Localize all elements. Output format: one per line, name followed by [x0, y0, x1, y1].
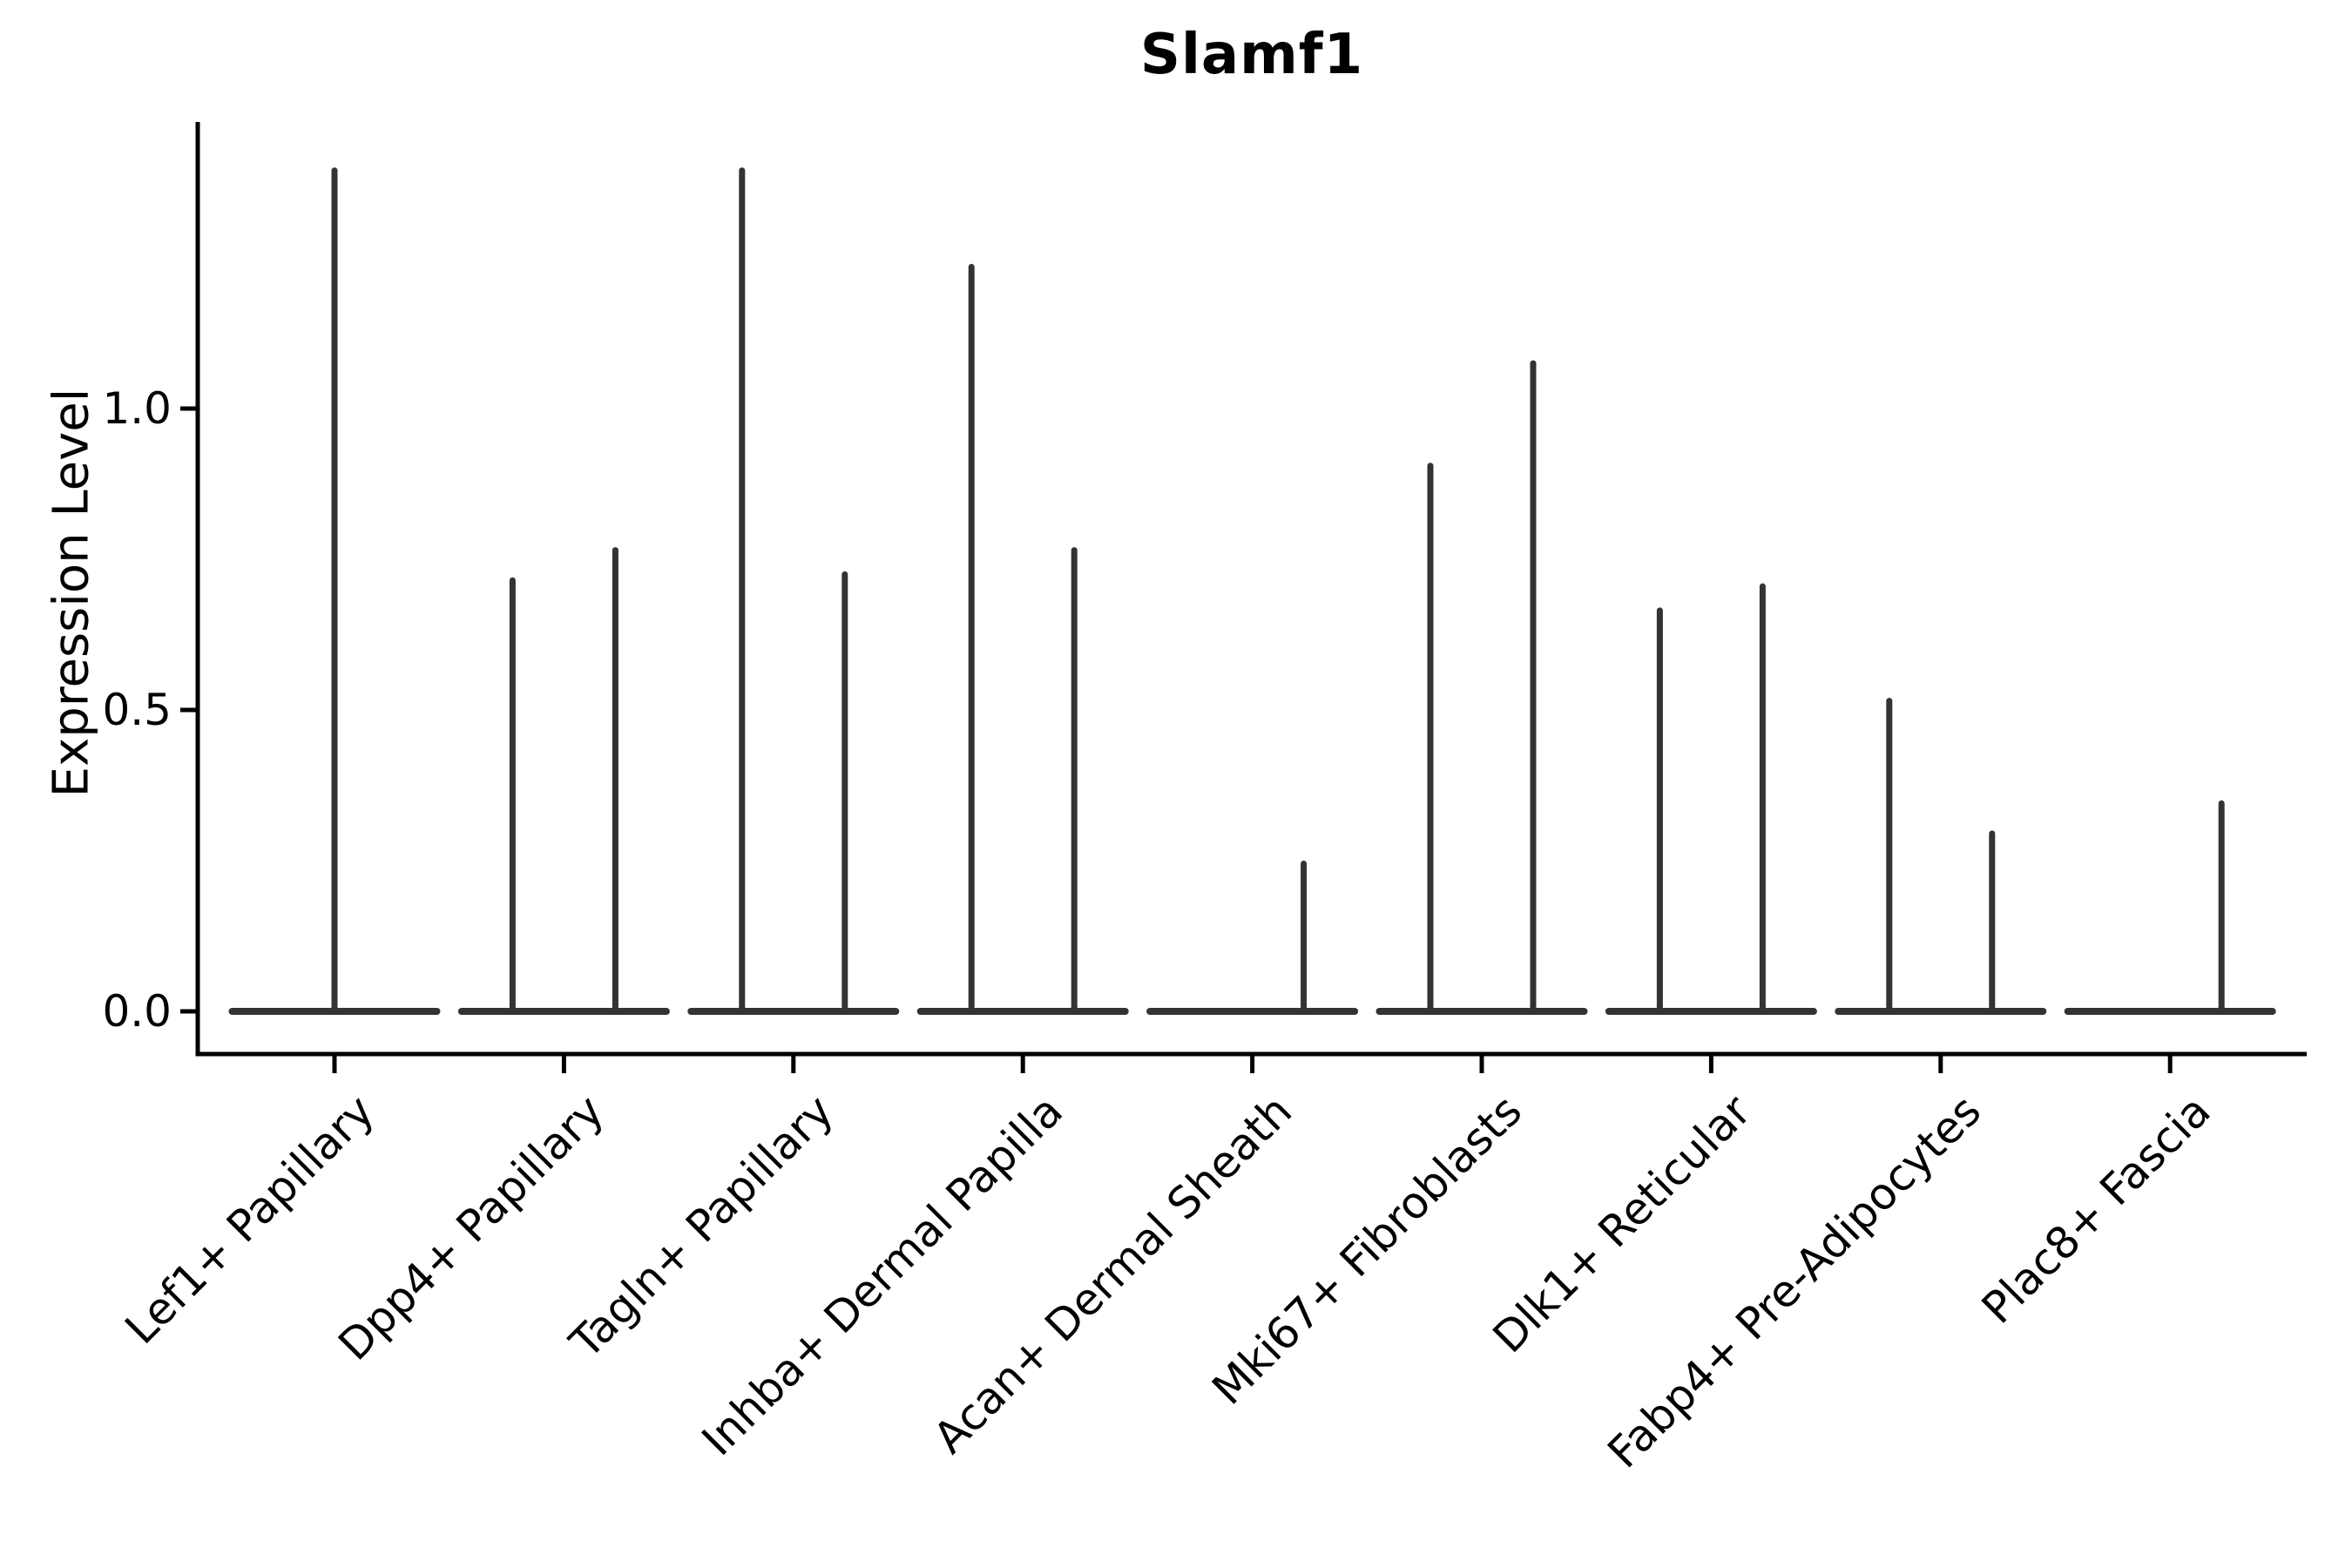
violin-baseline [1375, 1008, 1588, 1015]
violin-baseline [687, 1008, 900, 1015]
violin-spike [1656, 607, 1663, 1015]
violin-spike [1301, 861, 1308, 1015]
violin-baseline [457, 1008, 670, 1015]
violin-spike [739, 167, 746, 1015]
violin-baseline [1835, 1008, 2047, 1015]
violin-spike [1427, 463, 1434, 1015]
violin-baseline [2064, 1008, 2276, 1015]
violin-spike [2218, 800, 2225, 1015]
violin-spike [1759, 583, 1766, 1015]
violin-spike [1886, 698, 1893, 1015]
violin-spike [612, 547, 618, 1015]
violin-spike [1989, 830, 1996, 1015]
violin-spike [331, 167, 338, 1015]
y-tick-label: 0.0 [102, 986, 172, 1037]
chart-title: Slamf1 [1139, 23, 1364, 87]
violin-spike [509, 577, 516, 1015]
violin-spike [1530, 360, 1537, 1015]
violin-spike [1071, 547, 1078, 1015]
violin-baseline [1605, 1008, 1817, 1015]
violin-baseline [916, 1008, 1129, 1015]
violin-spike [968, 263, 975, 1015]
y-tick-label: 1.0 [102, 383, 172, 434]
y-tick-label: 0.5 [102, 685, 172, 735]
violin-baseline [1146, 1008, 1359, 1015]
violin-spike [841, 571, 848, 1015]
